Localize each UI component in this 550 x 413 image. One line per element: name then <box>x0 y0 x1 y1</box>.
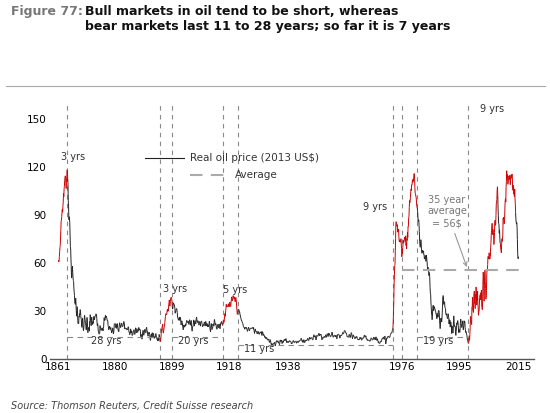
Text: Figure 77:: Figure 77: <box>11 5 87 17</box>
Text: 11 yrs: 11 yrs <box>244 344 274 354</box>
Text: 3 yrs: 3 yrs <box>163 284 187 294</box>
Text: 9 yrs: 9 yrs <box>480 104 504 114</box>
Text: 5 yrs: 5 yrs <box>223 285 247 295</box>
Text: 19 yrs: 19 yrs <box>423 336 453 346</box>
Text: Real oil price (2013 US$): Real oil price (2013 US$) <box>190 153 319 163</box>
Text: Bull markets in oil tend to be short, whereas
bear markets last 11 to 28 years; : Bull markets in oil tend to be short, wh… <box>85 5 450 33</box>
Text: 28 yrs: 28 yrs <box>91 336 122 346</box>
Text: 20 yrs: 20 yrs <box>178 336 208 346</box>
Text: 35 year
average
= 56$: 35 year average = 56$ <box>427 195 467 266</box>
Text: 9 yrs: 9 yrs <box>363 202 387 212</box>
Text: 3 yrs: 3 yrs <box>62 152 86 162</box>
Text: Average: Average <box>235 170 278 180</box>
Text: Source: Thomson Reuters, Credit Suisse research: Source: Thomson Reuters, Credit Suisse r… <box>11 401 253 411</box>
